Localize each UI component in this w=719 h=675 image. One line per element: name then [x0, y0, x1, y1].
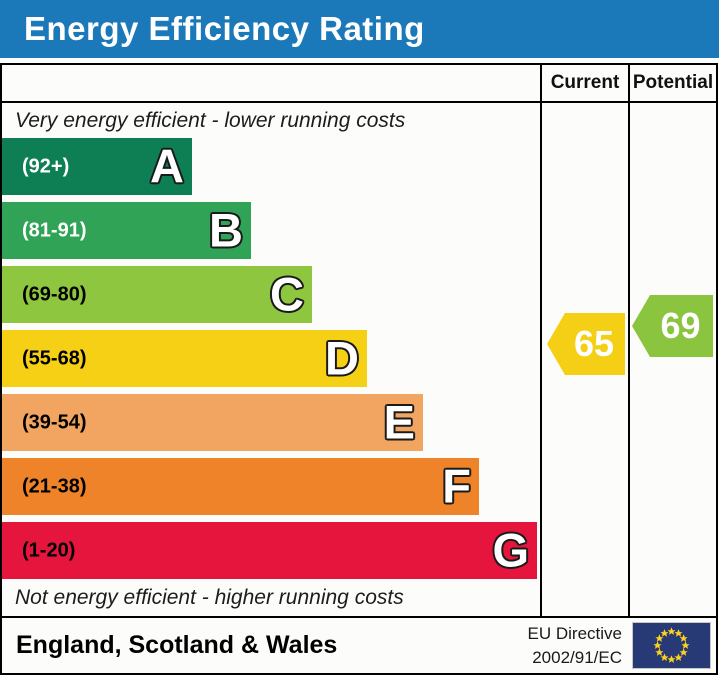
eu-directive-label: EU Directive 2002/91/EC	[528, 622, 622, 670]
band-range: (92+)	[22, 155, 70, 177]
eu-directive-line1: EU Directive	[527, 623, 622, 643]
band-letter: F	[442, 458, 471, 512]
band-g: (1-20) G	[2, 522, 537, 579]
band-letter: C	[270, 266, 304, 320]
current-arrow: 65	[547, 313, 625, 375]
band-range: (1-20)	[22, 539, 76, 561]
band-range: (81-91)	[22, 219, 87, 241]
epc-chart-frame: Current Potential Very energy efficient …	[0, 63, 718, 675]
eu-flag-icon	[632, 622, 711, 669]
top-note: Very energy efficient - lower running co…	[15, 109, 406, 132]
band-letter: D	[325, 330, 359, 384]
band-range: (39-54)	[22, 411, 87, 433]
band-f: (21-38) F	[2, 458, 479, 515]
potential-column-header: Potential	[632, 72, 714, 93]
potential-arrow: 69	[632, 295, 713, 357]
band-letter: G	[492, 522, 529, 576]
band-d: (55-68) D	[2, 330, 367, 387]
current-column-header: Current	[550, 72, 620, 93]
band-letter: E	[383, 394, 415, 448]
header-separator	[2, 101, 716, 103]
footer-separator	[2, 616, 716, 618]
band-range: (55-68)	[22, 347, 87, 369]
eu-directive-line2: 2002/91/EC	[532, 647, 622, 667]
band-a: (92+) A	[2, 138, 192, 195]
current-value: 65	[573, 323, 615, 364]
title-bar: Energy Efficiency Rating	[0, 0, 719, 58]
current-column-divider	[540, 65, 542, 618]
band-letter: A	[150, 138, 184, 192]
band-e: (39-54) E	[2, 394, 423, 451]
page-title: Energy Efficiency Rating	[24, 10, 425, 47]
bottom-note: Not energy efficient - higher running co…	[15, 586, 404, 609]
band-c: (69-80) C	[2, 266, 312, 323]
bands: (92+) A (81-91) B (69-80) C (55-68) D (3…	[2, 138, 540, 586]
band-range: (21-38)	[22, 475, 87, 497]
footer: England, Scotland & Wales EU Directive 2…	[2, 618, 716, 673]
band-range: (69-80)	[22, 283, 87, 305]
band-letter: B	[209, 202, 243, 256]
band-b: (81-91) B	[2, 202, 251, 259]
potential-column-divider	[628, 65, 630, 618]
potential-value: 69	[660, 305, 701, 346]
region-label: England, Scotland & Wales	[16, 631, 338, 659]
